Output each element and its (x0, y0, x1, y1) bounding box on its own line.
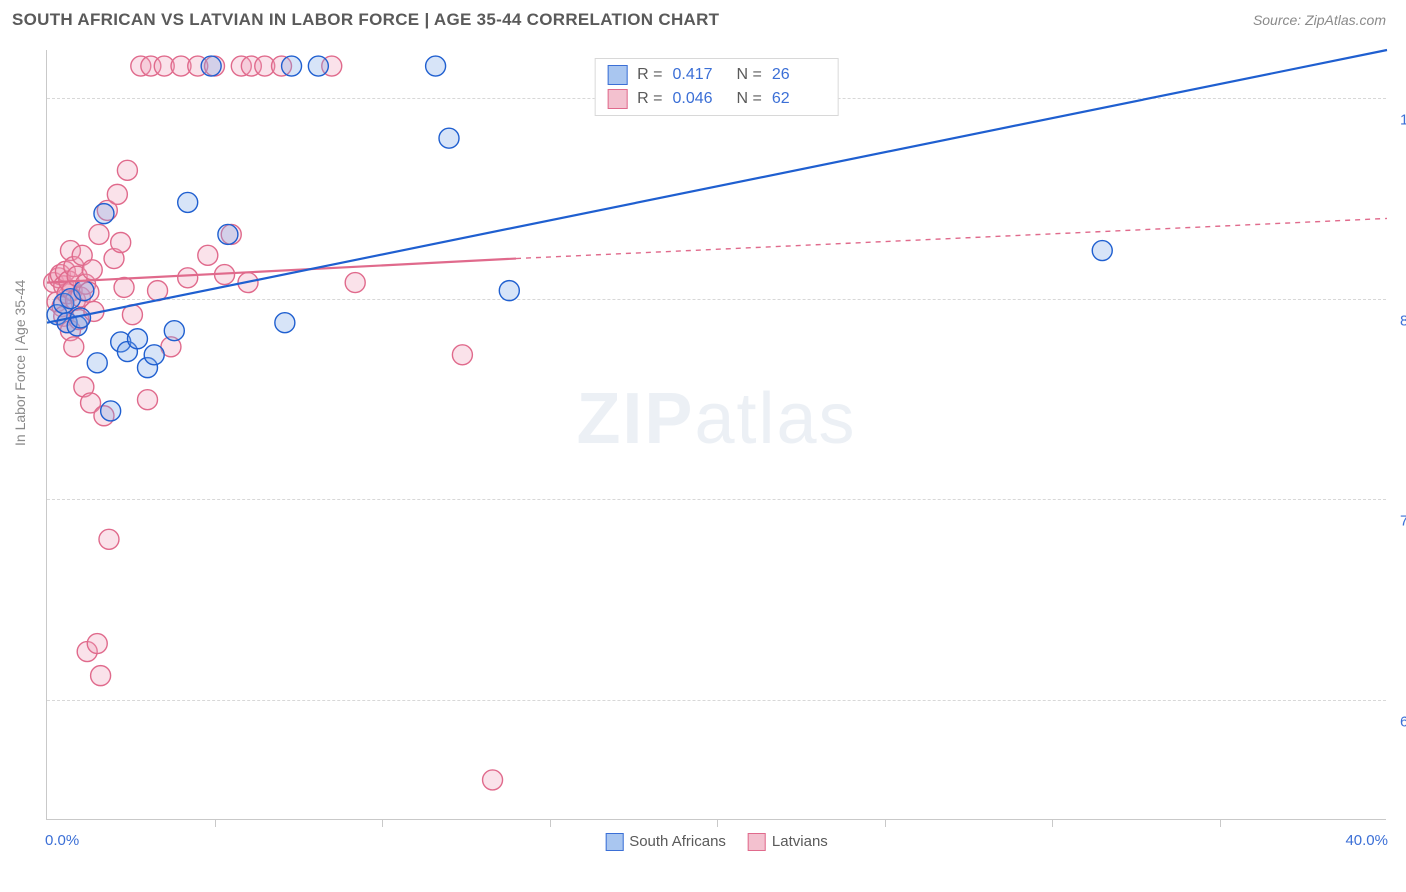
x-tick-max: 40.0% (1345, 832, 1388, 849)
trend-line-extrapolated (516, 218, 1387, 258)
x-tick (717, 819, 718, 827)
x-tick (885, 819, 886, 827)
data-point (164, 321, 184, 341)
y-tick-label: 87.5% (1390, 312, 1406, 329)
y-tick-label: 75.0% (1390, 513, 1406, 530)
x-tick (215, 819, 216, 827)
swatch-icon (607, 89, 627, 109)
legend-item: Latvians (748, 833, 828, 851)
data-point (127, 329, 147, 349)
legend-item: South Africans (605, 833, 726, 851)
data-point (111, 233, 131, 253)
series-legend: South Africans Latvians (605, 833, 828, 851)
data-point (218, 224, 238, 244)
y-tick-label: 100.0% (1390, 112, 1406, 129)
data-point (308, 56, 328, 76)
data-point (178, 268, 198, 288)
swatch-icon (748, 833, 766, 851)
data-point (82, 260, 102, 280)
data-point (144, 345, 164, 365)
y-axis-label: In Labor Force | Age 35-44 (12, 280, 28, 446)
swatch-icon (605, 833, 623, 851)
data-point (439, 128, 459, 148)
data-point (94, 204, 114, 224)
data-point (117, 160, 137, 180)
data-point (74, 281, 94, 301)
data-point (282, 56, 302, 76)
x-tick (550, 819, 551, 827)
x-tick (382, 819, 383, 827)
scatter-plot-svg (47, 50, 1386, 819)
data-point (148, 281, 168, 301)
data-point (99, 529, 119, 549)
x-tick (1052, 819, 1053, 827)
data-point (426, 56, 446, 76)
data-point (101, 401, 121, 421)
data-point (91, 666, 111, 686)
data-point (89, 224, 109, 244)
stats-legend: R = 0.417 N = 26 R = 0.046 N = 62 (594, 58, 839, 116)
data-point (114, 277, 134, 297)
y-tick-label: 62.5% (1390, 713, 1406, 730)
stats-row: R = 0.417 N = 26 (607, 63, 826, 87)
chart-area: ZIPatlas 62.5%75.0%87.5%100.0% R = 0.417… (46, 50, 1386, 820)
data-point (1092, 241, 1112, 261)
data-point (138, 390, 158, 410)
data-point (499, 281, 519, 301)
data-point (87, 634, 107, 654)
data-point (107, 184, 127, 204)
data-point (345, 273, 365, 293)
swatch-icon (607, 65, 627, 85)
x-tick (1220, 819, 1221, 827)
stats-row: R = 0.046 N = 62 (607, 87, 826, 111)
data-point (201, 56, 221, 76)
data-point (483, 770, 503, 790)
x-tick-min: 0.0% (45, 832, 79, 849)
chart-title: SOUTH AFRICAN VS LATVIAN IN LABOR FORCE … (12, 10, 719, 30)
source-attribution: Source: ZipAtlas.com (1253, 12, 1386, 28)
data-point (64, 337, 84, 357)
data-point (178, 192, 198, 212)
data-point (275, 313, 295, 333)
data-point (87, 353, 107, 373)
data-point (198, 245, 218, 265)
data-point (452, 345, 472, 365)
